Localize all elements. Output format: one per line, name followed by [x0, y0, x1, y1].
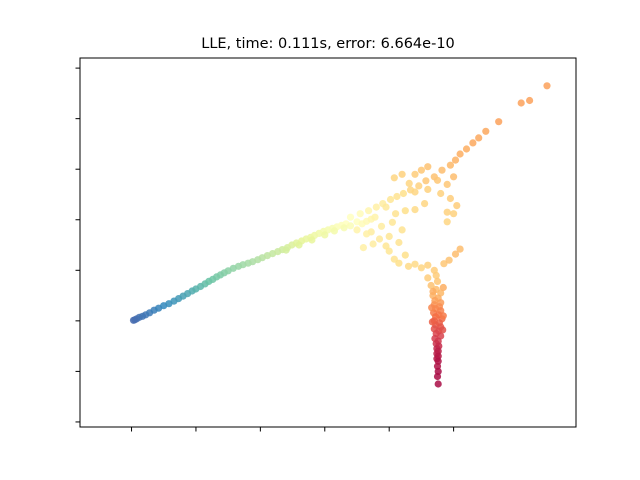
scatter-point — [390, 174, 398, 182]
scatter-point — [417, 166, 425, 174]
scatter-point — [375, 235, 384, 243]
scatter-point — [388, 218, 396, 226]
scatter-point — [363, 230, 371, 238]
scatter-point — [440, 260, 448, 268]
x-axis-ticks — [131, 427, 455, 432]
scatter-point — [417, 264, 425, 272]
scatter-point — [432, 271, 440, 279]
scatter-point — [353, 226, 361, 234]
scatter-point — [469, 139, 477, 147]
scatter-point — [395, 238, 403, 247]
scatter-point — [450, 210, 458, 218]
scatter-point — [398, 226, 406, 234]
scatter-point — [439, 312, 447, 320]
scatter-point — [411, 206, 419, 214]
scatter-point — [411, 188, 419, 196]
scatter-point — [401, 251, 409, 259]
scatter-point — [443, 180, 451, 188]
scatter-point — [359, 244, 367, 252]
scatter-point — [399, 189, 407, 198]
scatter-point — [340, 224, 348, 232]
scatter-point — [439, 326, 447, 334]
scatter-point — [371, 213, 379, 221]
scatter-point — [445, 256, 453, 264]
scatter-point — [365, 207, 373, 215]
scatter-point — [411, 260, 419, 268]
scatter-point — [543, 82, 551, 90]
scatter-point — [495, 118, 503, 126]
scatter-point — [393, 192, 401, 201]
scatter-point — [405, 179, 413, 187]
scatter-point — [451, 156, 460, 164]
scatter-point — [462, 145, 471, 153]
scatter-point — [456, 245, 464, 253]
scatter-point — [308, 236, 316, 244]
scatter-point — [392, 210, 400, 218]
chart-title: LLE, time: 0.111s, error: 6.664e-10 — [201, 36, 455, 52]
scatter-point — [433, 277, 442, 285]
scatter-point — [330, 227, 338, 235]
scatter-point — [428, 304, 436, 312]
scatter-point — [386, 195, 395, 204]
scatter-point — [346, 222, 355, 230]
scatter-point — [437, 189, 445, 198]
scatter-point — [427, 281, 435, 290]
scatter-point — [282, 246, 290, 254]
scatter-point — [456, 150, 464, 158]
scatter-point — [446, 161, 454, 169]
scatter-point — [424, 185, 432, 193]
scatter-point — [404, 262, 413, 270]
scatter-point — [346, 213, 355, 221]
scatter-point — [424, 274, 432, 282]
scatter-point — [356, 210, 364, 218]
scatter-point — [438, 166, 446, 174]
scatter-point — [482, 127, 490, 135]
scatter-point — [415, 182, 423, 190]
scatter-point — [321, 231, 329, 239]
scatter-point — [382, 203, 390, 211]
scatter-point — [295, 241, 303, 249]
scatter-point — [517, 99, 525, 107]
scatter-point — [434, 380, 442, 388]
scatter-point — [451, 250, 460, 258]
scatter-point — [424, 163, 432, 171]
scatter-point — [433, 176, 442, 184]
scatter-point — [424, 261, 432, 269]
scatter-point — [439, 283, 447, 292]
scatter-point — [428, 318, 436, 326]
scatter-point — [385, 247, 393, 255]
scatter-point — [443, 218, 451, 226]
scatter-point — [377, 222, 386, 230]
scatter-point — [395, 259, 403, 267]
scatter-point — [429, 287, 437, 296]
scatter-point — [433, 372, 442, 381]
scatter-point — [450, 173, 458, 181]
scatter-point — [475, 134, 483, 142]
scatter-point — [453, 202, 461, 210]
plot-frame — [79, 57, 577, 428]
scatter-point — [401, 207, 409, 215]
scatter-point — [398, 170, 406, 178]
scatter-point — [372, 203, 380, 211]
scatter-point — [422, 177, 430, 185]
scatter-point — [443, 208, 451, 216]
scatter-point — [411, 170, 419, 178]
scatter-point — [369, 240, 377, 248]
scatter-point — [385, 232, 393, 240]
scatter-point — [526, 96, 534, 105]
scatter-point — [421, 200, 429, 208]
scatter-points — [129, 82, 551, 388]
y-axis-ticks — [75, 67, 80, 423]
scatter-point — [446, 194, 454, 203]
